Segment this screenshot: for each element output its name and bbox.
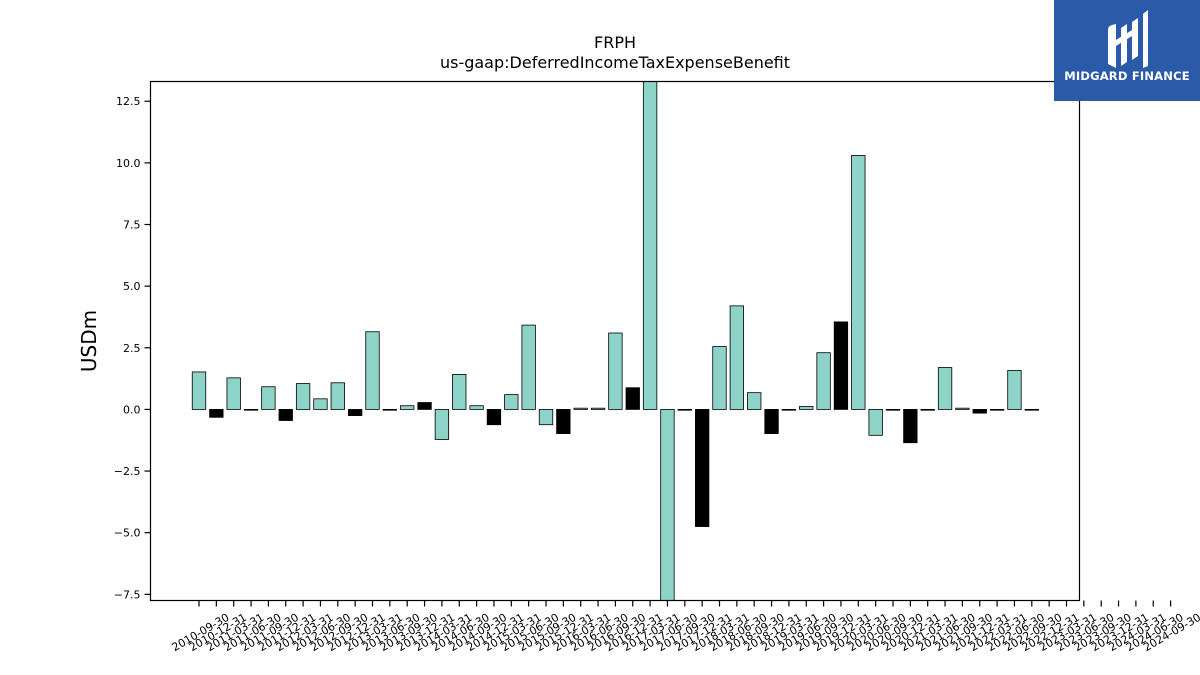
bar-2019-12-31 [833,321,849,410]
bar-2019-09-30 [816,352,831,410]
bar-2013-12-31 [417,402,432,410]
bar-2010-09-30 [191,371,207,410]
y-axis: −7.5 −5.0 −2.5 0.0 2.5 5.0 7.5 10.0 12.5 [114,95,151,601]
plot-frame [149,80,1081,602]
bar-2018-12-31 [764,409,779,434]
bar-2016-12-31 [625,387,640,410]
y-tick-label: 2.5 [123,342,141,355]
y-tick-label: 7.5 [123,219,141,232]
bar-2014-03-31 [434,409,450,440]
bar-2021-06-30 [937,367,953,410]
bar-2018-09-30 [747,392,762,410]
bar-2020-03-31 [851,155,866,410]
bar-2012-12-31 [347,409,363,416]
bar-2012-06-30 [313,398,328,410]
y-tick-label: 10.0 [116,157,141,170]
bar-2018-06-30 [729,305,744,410]
bar-2011-12-31 [278,409,293,421]
bar-2022-06-30 [1007,370,1022,410]
bar-2014-06-30 [452,374,467,410]
bar-2013-09-30 [400,405,415,410]
bars-layer [191,81,1039,601]
bar-2014-09-30 [469,405,484,410]
bar-2017-12-31 [695,409,710,527]
chart-title: FRPH [594,33,636,52]
bar-2020-12-31 [903,409,918,444]
bar-2018-03-31 [712,346,727,410]
bar-2015-03-31 [504,394,519,410]
bar-2021-12-31 [972,409,987,414]
bar-2015-12-31 [556,409,571,434]
chart-subtitle: us-gaap:DeferredIncomeTaxExpenseBenefit [440,53,790,72]
bar-2016-03-31 [573,407,588,410]
bar-2011-09-30 [261,386,276,410]
bar-2021-09-30 [955,407,970,410]
bar-2011-03-31 [226,377,241,410]
bar-2019-03-31 [781,409,797,411]
bar-2012-09-30 [330,382,345,410]
bar-2021-03-31 [920,409,935,411]
bar-2015-06-30 [521,324,536,410]
bar-2017-09-30 [677,409,692,411]
y-axis-label: USDm [77,310,101,372]
x-axis: 2010-09-302010-12-312011-03-312011-06-30… [170,600,1200,654]
brand-name: MIDGARD FINANCE [1064,69,1190,83]
bar-2014-12-31 [486,409,502,426]
y-tick-label: 12.5 [116,95,141,108]
y-tick-label: −7.5 [114,588,141,601]
midgard-logo-icon [1108,10,1148,68]
bar-2010-12-31 [209,409,224,418]
bar-2013-06-30 [382,409,398,411]
y-tick-label: 0.0 [123,403,141,416]
bar-2020-09-30 [885,409,901,411]
brand-logo: MIDGARD FINANCE [1054,0,1200,101]
bar-2022-03-31 [989,409,1005,411]
bar-2016-09-30 [608,332,623,410]
bar-2016-06-30 [590,407,606,410]
bar-2012-03-31 [295,383,311,410]
y-tick-label: −5.0 [114,527,141,540]
bar-2015-09-30 [538,409,554,426]
bar-2017-06-30 [660,409,675,601]
bar-2013-03-31 [365,331,380,410]
bar-2011-06-30 [243,409,259,411]
bar-2017-03-31 [642,81,658,410]
bar-2019-06-30 [799,406,814,410]
bar-2022-09-30 [1024,409,1039,411]
y-tick-label: 5.0 [123,280,141,293]
bar-2020-06-30 [868,409,883,436]
y-tick-label: −2.5 [114,465,141,478]
